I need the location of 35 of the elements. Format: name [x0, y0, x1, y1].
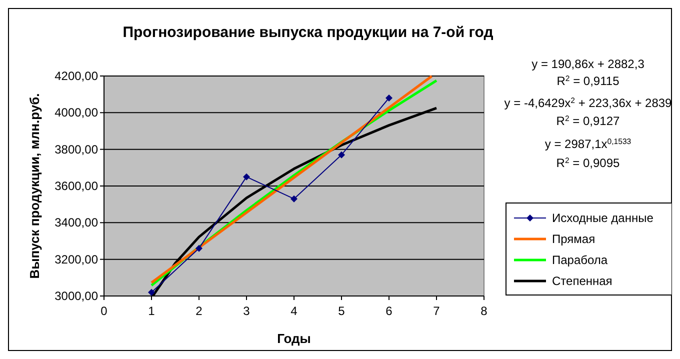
point: [386, 94, 392, 102]
y-tick-label: 4200,00: [54, 69, 98, 83]
legend-label: Исходные данные: [552, 211, 654, 225]
y-tick-label: 3000,00: [54, 289, 98, 303]
text: R$^{2}$ = 0,9095: [556, 156, 620, 170]
y-tick-label: 4000,00: [54, 106, 98, 120]
x-tick-label: 7: [433, 304, 440, 318]
x-tick-label: 0: [100, 304, 108, 318]
y-tick-label: 3400,00: [54, 216, 98, 230]
text: y = -4,6429x$^{2}$ + 223,36x + 2839: [504, 96, 672, 110]
legend-label: Степенная: [552, 274, 612, 288]
y-tick-label: 3800,00: [54, 142, 98, 156]
y-tick-label: 3600,00: [54, 179, 98, 193]
x-tick-label: 5: [338, 304, 346, 318]
legend-label: Парабола: [552, 253, 608, 267]
x-tick-label: 6: [386, 304, 393, 318]
text: y = 2987,1x$^{0,1533}$: [544, 136, 632, 151]
point: [148, 288, 155, 296]
text: y = 190,86x + 2882,3: [532, 57, 645, 71]
x-tick-label: 2: [196, 304, 203, 318]
x-axis-title: Годы: [277, 331, 311, 346]
point: [290, 195, 298, 202]
x-tick-label: 3: [243, 304, 250, 318]
x-tick-label: 4: [290, 304, 298, 318]
text: R$^{2}$ = 0,9115: [556, 74, 620, 88]
x-tick-label: 1: [148, 304, 156, 318]
point: [243, 173, 250, 180]
y-tick-label: 3200,00: [54, 252, 98, 266]
legend-label: Прямая: [552, 232, 596, 246]
chart-title: Прогнозирование выпуска продукции на 7-ой год: [122, 24, 494, 41]
x-tick-label: 8: [480, 304, 488, 318]
point: [338, 151, 345, 158]
text: R$^{2}$ = 0,9127: [556, 114, 620, 128]
y-axis-title: Выпуск продукции, млн.руб.: [27, 93, 42, 279]
point: [196, 244, 202, 252]
